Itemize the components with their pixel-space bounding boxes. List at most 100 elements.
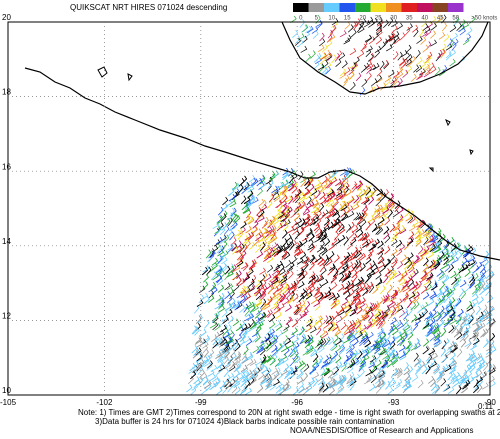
wind-barb <box>258 209 265 218</box>
wind-barb <box>407 252 414 261</box>
wind-barb <box>443 338 450 347</box>
wind-barb <box>295 306 302 316</box>
wind-barb <box>451 250 458 259</box>
wind-barb <box>330 378 337 387</box>
wind-barb <box>366 251 373 260</box>
wind-barb <box>305 344 312 353</box>
wind-barb <box>388 33 394 42</box>
wind-barb <box>325 315 332 324</box>
wind-barb <box>428 239 435 247</box>
wind-barb <box>414 283 421 292</box>
wind-barb <box>379 60 385 70</box>
wind-barb <box>390 234 397 242</box>
wind-barb <box>247 185 255 193</box>
wind-barb <box>415 235 422 245</box>
wind-barb <box>466 358 473 367</box>
wind-barb <box>300 304 307 314</box>
wind-barb <box>364 321 372 330</box>
wind-barb <box>209 373 216 382</box>
wind-barb <box>423 245 430 255</box>
wind-barb <box>272 274 279 283</box>
wind-barb <box>366 306 373 315</box>
wind-barb <box>300 311 307 319</box>
wind-barb <box>476 273 483 282</box>
wind-barb <box>315 291 322 299</box>
wind-barb <box>258 198 265 207</box>
wind-barb <box>298 385 305 394</box>
wind-barb <box>310 326 317 334</box>
wind-barb <box>202 267 209 276</box>
wind-barb <box>212 272 219 281</box>
wind-barb <box>303 213 311 221</box>
wind-barb <box>282 170 289 179</box>
wind-barb <box>267 285 273 295</box>
wind-barb <box>226 336 233 345</box>
wind-barb <box>272 188 279 197</box>
wind-barb <box>443 274 450 283</box>
wind-barb <box>288 371 295 380</box>
wind-barb <box>351 183 358 193</box>
wind-barb <box>469 280 476 289</box>
wind-barb <box>362 211 368 221</box>
wind-barb <box>312 361 318 371</box>
wind-barb <box>297 190 304 198</box>
wind-barb <box>394 368 401 376</box>
wind-barb <box>261 220 268 229</box>
wind-barb <box>214 378 221 386</box>
wind-barb <box>260 302 266 311</box>
wind-barb <box>324 211 332 219</box>
wind-barb <box>416 363 422 372</box>
wind-barb <box>248 285 255 293</box>
wind-barb <box>255 287 261 297</box>
wind-barb <box>346 255 353 264</box>
wind-barb <box>344 206 350 215</box>
wind-barb <box>311 26 319 34</box>
wind-barb <box>396 67 402 76</box>
wind-barb <box>235 351 242 360</box>
wind-barb <box>316 210 322 219</box>
wind-barb <box>314 179 321 188</box>
wind-barb <box>437 289 443 299</box>
wind-barb <box>382 295 389 304</box>
wind-barb <box>356 331 363 339</box>
wind-barb <box>399 58 406 67</box>
wind-barb <box>393 34 400 43</box>
wind-barb <box>439 281 445 291</box>
wind-barb <box>349 253 357 261</box>
wind-barb <box>333 254 340 263</box>
wind-barb <box>417 380 424 389</box>
wind-barb <box>332 362 339 370</box>
wind-barb <box>294 249 302 257</box>
wind-barb <box>305 384 313 392</box>
wind-barb <box>215 265 223 274</box>
wind-barb <box>402 380 409 389</box>
wind-barb <box>402 58 409 67</box>
legend-swatch <box>417 3 433 12</box>
wind-barb <box>239 243 245 253</box>
wind-barb <box>444 238 450 248</box>
wind-barb <box>425 315 433 324</box>
frame <box>7 21 491 396</box>
wind-barb <box>334 328 341 337</box>
wind-barb <box>471 286 478 295</box>
wind-barb <box>357 252 364 261</box>
wind-barb <box>460 290 467 300</box>
wind-barb <box>197 352 204 361</box>
wind-barb <box>259 347 266 356</box>
wind-barb <box>234 188 240 197</box>
wind-barb <box>321 66 327 75</box>
wind-barb <box>215 294 222 303</box>
wind-barb <box>265 326 272 336</box>
wind-barb <box>470 355 478 363</box>
wind-barb <box>464 324 471 333</box>
wind-barb <box>266 176 273 185</box>
wind-barb <box>319 379 326 388</box>
wind-barb <box>315 358 322 367</box>
wind-barb <box>378 297 384 306</box>
wind-barb <box>265 367 272 376</box>
wind-barb <box>408 231 415 240</box>
wind-barb <box>191 325 197 335</box>
wind-barb <box>363 196 370 205</box>
wind-barb <box>282 222 289 232</box>
wind-barb <box>303 189 311 197</box>
